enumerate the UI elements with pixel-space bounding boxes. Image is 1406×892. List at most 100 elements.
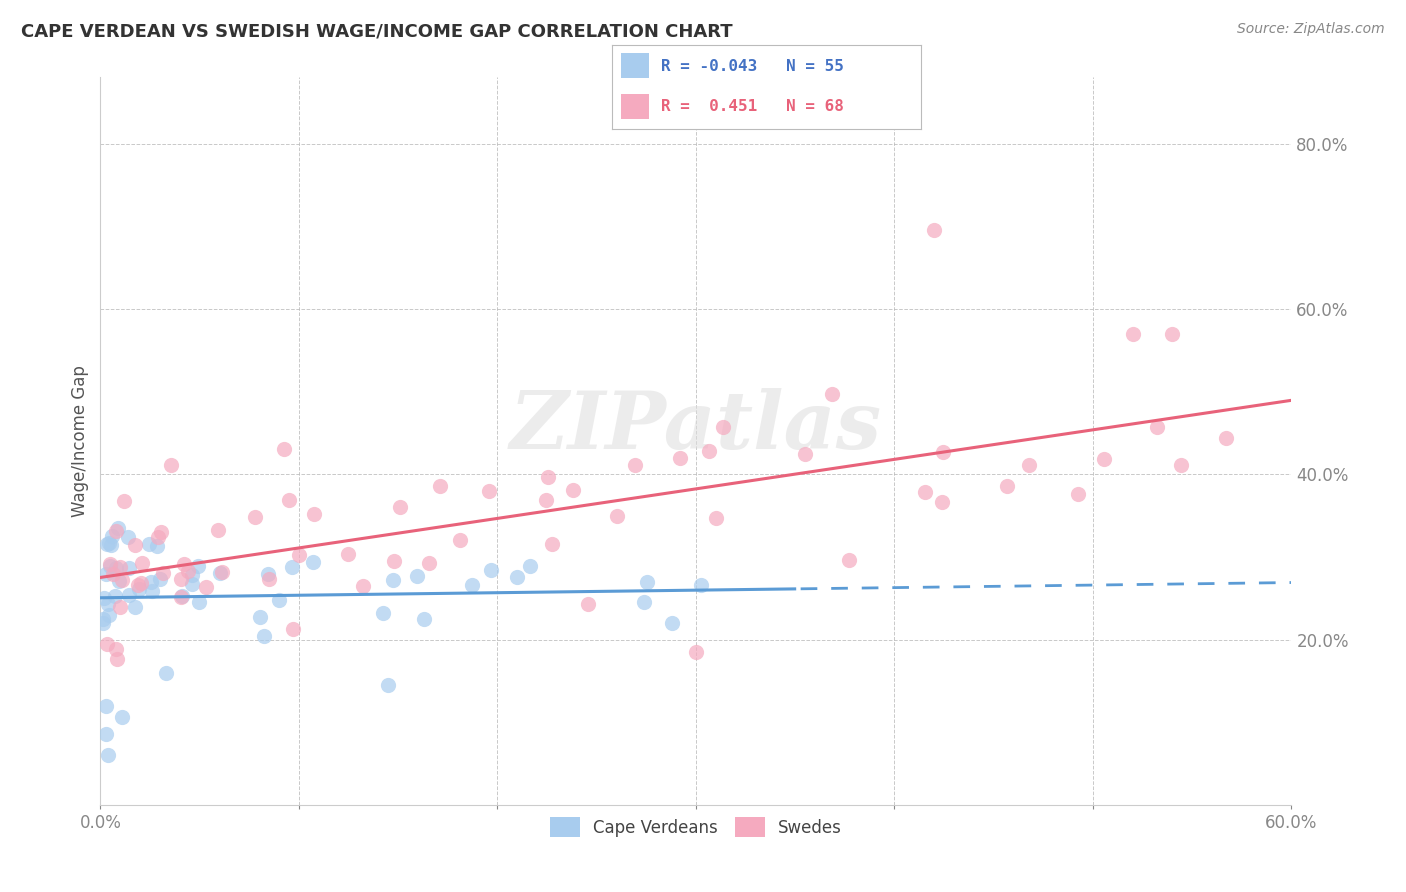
Point <box>105 642 128 657</box>
Point <box>257 573 280 587</box>
Point <box>111 573 134 587</box>
Point <box>257 566 280 581</box>
Point <box>249 609 271 624</box>
Point <box>131 556 153 570</box>
Point <box>124 537 146 551</box>
Point <box>148 530 170 544</box>
Point <box>377 678 399 692</box>
Point <box>103 567 125 582</box>
Point <box>995 479 1018 493</box>
FancyBboxPatch shape <box>621 54 648 78</box>
Point <box>96 567 118 582</box>
Point <box>139 574 162 589</box>
Point <box>1018 458 1040 472</box>
Point <box>194 580 217 594</box>
Point <box>91 615 114 630</box>
Point <box>117 530 139 544</box>
Point <box>180 577 202 591</box>
Point <box>534 493 557 508</box>
Point <box>96 637 118 651</box>
Point <box>914 484 936 499</box>
Point <box>302 555 325 569</box>
Point <box>141 583 163 598</box>
Point <box>704 511 727 525</box>
Point <box>188 594 211 608</box>
Point <box>793 447 815 461</box>
Point <box>479 564 502 578</box>
Point <box>1215 431 1237 445</box>
Point <box>103 589 125 603</box>
Point <box>152 566 174 580</box>
Point <box>699 444 721 458</box>
Point <box>98 558 121 573</box>
Point <box>661 615 683 630</box>
Point <box>413 611 436 625</box>
Point <box>388 500 411 514</box>
Point <box>1161 326 1184 341</box>
Point <box>94 727 117 741</box>
Point <box>181 568 204 582</box>
Point <box>288 548 311 562</box>
Point <box>932 444 955 458</box>
Point <box>208 566 231 581</box>
Point <box>1067 487 1090 501</box>
Point <box>138 537 160 551</box>
Point <box>91 612 114 626</box>
Point <box>107 521 129 535</box>
Point <box>1122 326 1144 341</box>
Point <box>155 665 177 680</box>
Point <box>633 595 655 609</box>
Point <box>371 607 394 621</box>
Point <box>561 483 583 498</box>
Point <box>211 565 233 579</box>
FancyBboxPatch shape <box>621 94 648 120</box>
Point <box>838 553 860 567</box>
Point <box>207 523 229 537</box>
Point <box>519 559 541 574</box>
Point <box>149 572 172 586</box>
Point <box>97 608 120 623</box>
Point <box>105 524 128 538</box>
Text: ZIPatlas: ZIPatlas <box>510 388 882 466</box>
Point <box>129 576 152 591</box>
Point <box>922 223 945 237</box>
Text: R = -0.043   N = 55: R = -0.043 N = 55 <box>661 59 844 74</box>
Point <box>302 507 325 521</box>
Point <box>418 556 440 570</box>
Point <box>536 469 558 483</box>
Point <box>931 494 953 508</box>
Point <box>187 559 209 574</box>
Point <box>689 578 711 592</box>
Point <box>541 537 564 551</box>
Point <box>273 442 295 456</box>
Point <box>243 509 266 524</box>
Point <box>96 537 118 551</box>
Point <box>128 582 150 596</box>
Point <box>108 574 131 588</box>
Point <box>382 554 405 568</box>
Point <box>1146 420 1168 434</box>
Point <box>685 645 707 659</box>
Point <box>281 560 304 574</box>
Point <box>127 577 149 591</box>
Point <box>97 747 120 762</box>
Point <box>145 539 167 553</box>
Point <box>112 494 135 508</box>
Point <box>336 547 359 561</box>
Point <box>253 629 276 643</box>
Point <box>382 573 405 587</box>
Point <box>93 591 115 605</box>
Point <box>281 622 304 636</box>
Point <box>636 575 658 590</box>
Point <box>170 590 193 604</box>
Point <box>118 561 141 575</box>
Point <box>97 536 120 550</box>
Legend: Cape Verdeans, Swedes: Cape Verdeans, Swedes <box>543 810 849 844</box>
Point <box>477 484 499 499</box>
Point <box>170 591 193 605</box>
Point <box>111 709 134 723</box>
Point <box>173 558 195 572</box>
Point <box>449 533 471 548</box>
Point <box>105 652 128 666</box>
Point <box>429 479 451 493</box>
